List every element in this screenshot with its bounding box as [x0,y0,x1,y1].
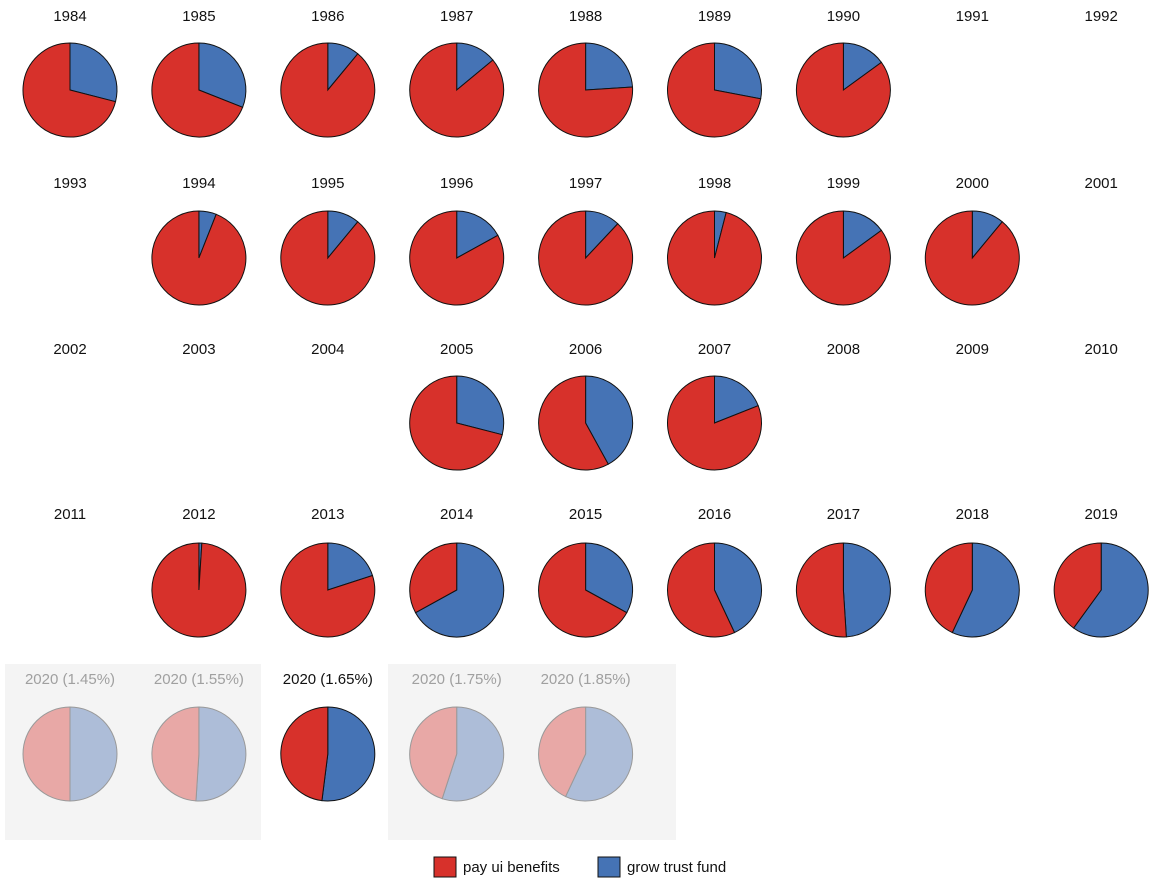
panel-title: 2003 [182,341,215,358]
pie-slice [195,706,247,802]
pie-slice [714,375,759,424]
panel-title: 2012 [182,506,215,523]
panel-title: 2010 [1085,341,1118,358]
panel-title: 2014 [440,506,473,523]
pie-slice [22,706,71,802]
pie-slice [409,42,505,138]
pie-slice [409,542,458,614]
panel-title: 2017 [827,506,860,523]
panel-title: 2008 [827,341,860,358]
pie-slice [924,210,1020,306]
panel-title: 1998 [698,175,731,192]
panel-title: 2009 [956,341,989,358]
pie-slice [456,375,505,436]
pie-slice [321,706,376,802]
pie-slice [409,210,505,306]
panel-title: 2020 (1.85%) [541,671,631,688]
pie-slice [951,542,1020,638]
panel-title: 1996 [440,175,473,192]
pie-slice [280,210,376,306]
pie-slice [795,542,847,638]
panel-title: 1990 [827,8,860,25]
pie-slice [151,42,244,138]
panel-title: 2018 [956,506,989,523]
panel-title: 2007 [698,341,731,358]
panel-title: 1986 [311,8,344,25]
pie-slice [1072,542,1149,638]
pie-slice [666,210,762,306]
panel-title: 2020 (1.55%) [154,671,244,688]
panel-title: 1992 [1085,8,1118,25]
pie-slice [924,542,973,634]
legend-swatch [597,856,621,878]
pie-slice [280,42,376,138]
pie-slice [585,375,634,465]
legend-swatch [433,856,457,878]
pie-slice [564,706,634,802]
panel-title: 1999 [827,175,860,192]
pie-slice [538,542,628,638]
pie-slice [414,542,505,638]
pie-slice [538,210,634,306]
pie-slice [69,42,118,103]
panel-title: 1997 [569,175,602,192]
panel-title: 2000 [956,175,989,192]
pie-slice [538,375,609,471]
legend-label: pay ui benefits [463,859,560,876]
pie-slice [280,706,329,802]
pie-slice [842,542,891,638]
panel-title: 1993 [53,175,86,192]
panel-title: 1988 [569,8,602,25]
pie-slice [538,706,587,798]
pie-slice [538,42,634,138]
panel-title: 2016 [698,506,731,523]
pie-slice [327,542,374,591]
panel-title: 1994 [182,175,215,192]
pie-slice [1053,542,1102,629]
pie-slice [198,42,247,108]
pie-slice [409,706,458,800]
panel-title: 2020 (1.45%) [25,671,115,688]
pie-slice [795,210,891,306]
panel-title: 2011 [54,506,86,523]
pie-slice [151,210,247,306]
panel-title: 2006 [569,341,602,358]
pie-slice [585,542,634,614]
panel-title: 2019 [1085,506,1118,523]
panel-title: 1984 [53,8,86,25]
panel-title: 1985 [182,8,215,25]
panel-title: 1991 [956,8,989,25]
pie-slice [151,706,200,802]
pie-slice [441,706,505,802]
panel-title: 2001 [1085,175,1118,192]
panel-title: 1995 [311,175,344,192]
pie-slice [22,42,117,138]
panel-title: 2015 [569,506,602,523]
pie-slice [667,42,762,138]
legend-label: grow trust fund [627,859,726,876]
pie-slice [151,542,247,638]
pie-slice [456,210,499,259]
pie-slice [714,542,762,634]
pie-slice [667,375,762,471]
pie-slice [667,542,736,638]
panel-title: 1987 [440,8,473,25]
pie-slice [409,375,503,471]
panel-title: 2002 [53,341,86,358]
panel-title: 2005 [440,341,473,358]
panel-title: 2020 (1.65%) [283,671,373,688]
pie-slice [69,706,118,802]
panel-title: 1989 [698,8,731,25]
pie-slice [714,42,762,100]
pie-slice [795,42,891,138]
pie-slice [280,542,376,638]
pie-slice [585,42,634,91]
panel-title: 2004 [311,341,344,358]
panel-title: 2020 (1.75%) [412,671,502,688]
panel-title: 2013 [311,506,344,523]
